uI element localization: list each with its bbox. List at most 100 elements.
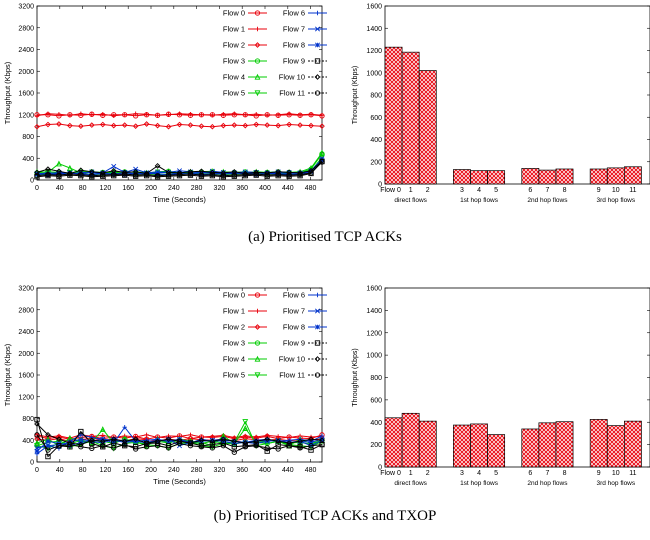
bar: [384, 46, 403, 185]
series-line: [36, 123, 323, 128]
data-point: [154, 440, 161, 446]
data-point: [100, 443, 106, 449]
data-point: [165, 169, 172, 176]
bar: [418, 70, 437, 185]
group-label: 2nd hop flows: [527, 197, 568, 204]
data-point: [231, 449, 237, 455]
data-point: [319, 441, 325, 448]
legend-marker: [255, 308, 260, 314]
bar: [401, 412, 420, 468]
series-a-10: [34, 158, 325, 177]
x-tick-label: 240: [168, 467, 180, 474]
bar: [487, 434, 506, 468]
data-point: [199, 112, 204, 117]
data-point: [264, 172, 270, 178]
data-point: [78, 171, 84, 177]
data-point: [275, 169, 281, 175]
y-tick-label: 800: [22, 134, 34, 141]
data-point: [220, 171, 226, 177]
category-label: 10: [612, 187, 620, 194]
data-point: [45, 171, 51, 178]
x-tick-label: 440: [282, 467, 294, 474]
data-point: [176, 121, 183, 128]
data-point: [264, 437, 270, 443]
data-point: [275, 171, 281, 178]
y-tick-label: 400: [22, 438, 34, 445]
legend-marker: [315, 292, 320, 298]
data-point: [286, 439, 292, 445]
data-point: [253, 443, 259, 449]
y-tick-label: 3200: [18, 4, 34, 11]
bar: [606, 425, 625, 468]
bar-chart-a: 0 200 400 600 800 1000 1200 1400 1600 Throughput …: [352, 4, 650, 204]
legend-marker: [254, 42, 261, 48]
data-point: [231, 169, 238, 175]
category-label: 8: [563, 187, 567, 194]
data-point: [56, 436, 62, 442]
data-point: [122, 112, 127, 117]
x-axis-label: Time (Seconds): [153, 477, 206, 486]
data-point: [232, 111, 237, 116]
y-tick-label: 600: [370, 397, 382, 404]
y-tick-label: 1000: [366, 353, 382, 360]
data-point: [99, 121, 106, 128]
legend-marker: [254, 58, 261, 64]
y-tick-label: 200: [370, 159, 382, 166]
data-point: [242, 122, 249, 129]
y-axis-label: Throughput (Kbps): [3, 343, 12, 406]
bar: [487, 170, 506, 185]
x-tick-label: 440: [282, 185, 294, 192]
data-point: [67, 113, 73, 118]
category-label: Flow 0: [380, 470, 401, 477]
data-point: [67, 440, 73, 446]
legend-label: Flow 7: [283, 307, 305, 316]
x-axis-label: Time (Seconds): [153, 195, 206, 204]
y-tick-label: 1600: [366, 286, 382, 293]
legend-marker: [314, 324, 321, 330]
y-tick-label: 2400: [18, 329, 34, 336]
legend-label: Flow 11: [279, 371, 305, 380]
legend-marker: [314, 90, 321, 96]
y-tick-label: 800: [370, 375, 382, 382]
data-point: [34, 443, 40, 449]
data-point: [45, 453, 51, 460]
x-tick-label: 40: [56, 185, 64, 192]
data-point: [198, 123, 205, 130]
y-tick-label: 200: [370, 442, 382, 449]
y-tick-label: 2000: [18, 69, 34, 76]
bar: [418, 420, 437, 468]
legend-label: Flow 5: [223, 89, 245, 98]
y-tick-label: 3200: [18, 286, 34, 293]
legend-label: Flow 11: [279, 89, 305, 98]
data-point: [121, 438, 128, 445]
data-point: [209, 171, 216, 178]
data-point: [209, 437, 215, 443]
data-point: [308, 443, 314, 449]
legend-label: Flow 10: [279, 73, 305, 82]
data-point: [89, 172, 95, 179]
data-point: [34, 113, 40, 119]
bar: [589, 419, 608, 468]
x-tick-label: 200: [145, 467, 157, 474]
data-point: [297, 112, 303, 117]
data-point: [55, 160, 62, 167]
legend-marker: [254, 73, 261, 80]
data-point: [286, 443, 292, 449]
caption-b: (b) Prioritised TCP ACKs and TXOP: [213, 508, 437, 524]
data-point: [144, 439, 150, 445]
data-point: [275, 122, 281, 129]
x-tick-label: 480: [305, 185, 317, 192]
data-point: [308, 112, 314, 117]
legend-label: Flow 0: [223, 9, 245, 18]
data-point: [275, 112, 281, 117]
group-label: direct flows: [394, 197, 427, 204]
group-label: direct flows: [394, 480, 427, 487]
category-label: 9: [597, 187, 601, 194]
data-point: [220, 436, 227, 442]
y-tick-label: 1600: [18, 373, 34, 380]
category-label: 8: [563, 470, 567, 477]
bar: [453, 169, 471, 185]
category-label: 4: [477, 470, 481, 477]
data-point: [297, 445, 303, 451]
data-point: [231, 122, 238, 128]
